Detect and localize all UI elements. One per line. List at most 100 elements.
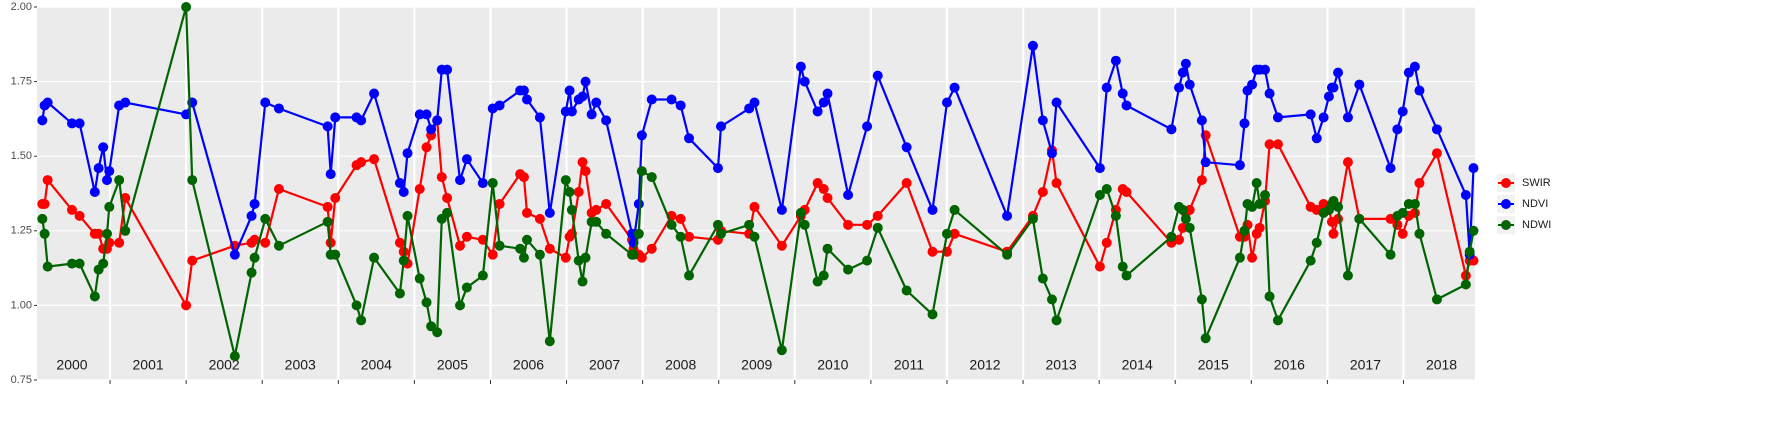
- data-point: [749, 231, 760, 242]
- data-point: [273, 184, 284, 195]
- data-point: [114, 237, 125, 248]
- data-point: [432, 327, 443, 338]
- data-point: [187, 255, 198, 266]
- data-point: [795, 207, 806, 218]
- data-point: [1196, 175, 1207, 186]
- data-point: [487, 178, 498, 189]
- data-point: [675, 100, 686, 111]
- data-point: [66, 204, 77, 215]
- year-label: 2008: [665, 357, 696, 373]
- data-point: [455, 175, 466, 186]
- data-point: [684, 231, 695, 242]
- data-point: [1397, 106, 1408, 117]
- data-point: [120, 225, 131, 236]
- data-point: [42, 97, 53, 108]
- data-point: [566, 106, 577, 117]
- data-point: [442, 64, 453, 75]
- data-point: [560, 175, 571, 186]
- data-point: [544, 336, 555, 347]
- data-point: [426, 124, 437, 135]
- data-point: [114, 175, 125, 186]
- data-point: [93, 228, 104, 239]
- data-point: [822, 192, 833, 203]
- data-point: [1239, 225, 1250, 236]
- data-point: [101, 228, 112, 239]
- data-point: [591, 216, 602, 227]
- data-point: [1121, 187, 1132, 198]
- data-point: [74, 118, 85, 129]
- data-point: [273, 240, 284, 251]
- year-label: 2016: [1274, 357, 1305, 373]
- data-point: [1333, 67, 1344, 78]
- data-point: [577, 91, 588, 102]
- data-point: [1264, 139, 1275, 150]
- year-label: 2013: [1046, 357, 1077, 373]
- data-point: [436, 172, 447, 183]
- data-point: [1180, 213, 1191, 224]
- legend-point: [1501, 199, 1511, 209]
- data-point: [1184, 222, 1195, 233]
- data-point: [675, 213, 686, 224]
- data-point: [1254, 222, 1265, 233]
- data-point: [249, 252, 260, 263]
- data-point: [1166, 231, 1177, 242]
- data-point: [534, 249, 545, 260]
- year-label: 2000: [56, 357, 87, 373]
- data-point: [1385, 163, 1396, 174]
- data-point: [518, 252, 529, 263]
- data-point: [89, 291, 100, 302]
- data-point: [518, 172, 529, 183]
- data-point: [1264, 291, 1275, 302]
- data-point: [181, 2, 192, 12]
- data-point: [369, 252, 380, 263]
- y-tick-label: 0.75: [11, 374, 32, 386]
- data-point: [949, 204, 960, 215]
- data-point: [1037, 273, 1048, 284]
- data-point: [477, 270, 488, 281]
- data-point: [494, 240, 505, 251]
- data-point: [1468, 163, 1479, 174]
- data-point: [89, 187, 100, 198]
- data-point: [455, 240, 466, 251]
- data-point: [1101, 82, 1112, 93]
- year-label: 2010: [817, 357, 848, 373]
- data-point: [862, 121, 873, 132]
- data-point: [104, 201, 115, 212]
- data-point: [432, 115, 443, 126]
- data-point: [494, 100, 505, 111]
- data-point: [93, 163, 104, 174]
- data-point: [487, 249, 498, 260]
- year-label: 2005: [437, 357, 468, 373]
- data-point: [249, 234, 260, 245]
- data-point: [580, 76, 591, 87]
- legend-point: [1501, 178, 1511, 188]
- data-point: [812, 106, 823, 117]
- data-point: [351, 300, 362, 311]
- data-point: [402, 210, 413, 221]
- data-point: [684, 270, 695, 281]
- data-point: [818, 270, 829, 281]
- data-point: [949, 228, 960, 239]
- data-point: [461, 231, 472, 242]
- year-label: 2015: [1198, 357, 1229, 373]
- year-label: 2018: [1426, 357, 1457, 373]
- data-point: [1409, 198, 1420, 209]
- data-point: [636, 166, 647, 177]
- data-point: [1260, 189, 1271, 200]
- data-point: [749, 97, 760, 108]
- data-point: [181, 109, 192, 120]
- data-point: [901, 142, 912, 153]
- data-point: [646, 243, 657, 254]
- data-point: [1397, 228, 1408, 239]
- data-point: [628, 249, 639, 260]
- data-point: [246, 210, 257, 221]
- data-point: [564, 187, 575, 198]
- data-point: [1200, 333, 1211, 344]
- data-point: [1110, 55, 1121, 66]
- y-tick-label: 2.00: [11, 1, 32, 13]
- data-point: [872, 210, 883, 221]
- data-point: [1414, 178, 1425, 189]
- data-point: [1002, 249, 1013, 260]
- data-point: [461, 282, 472, 293]
- data-point: [646, 94, 657, 105]
